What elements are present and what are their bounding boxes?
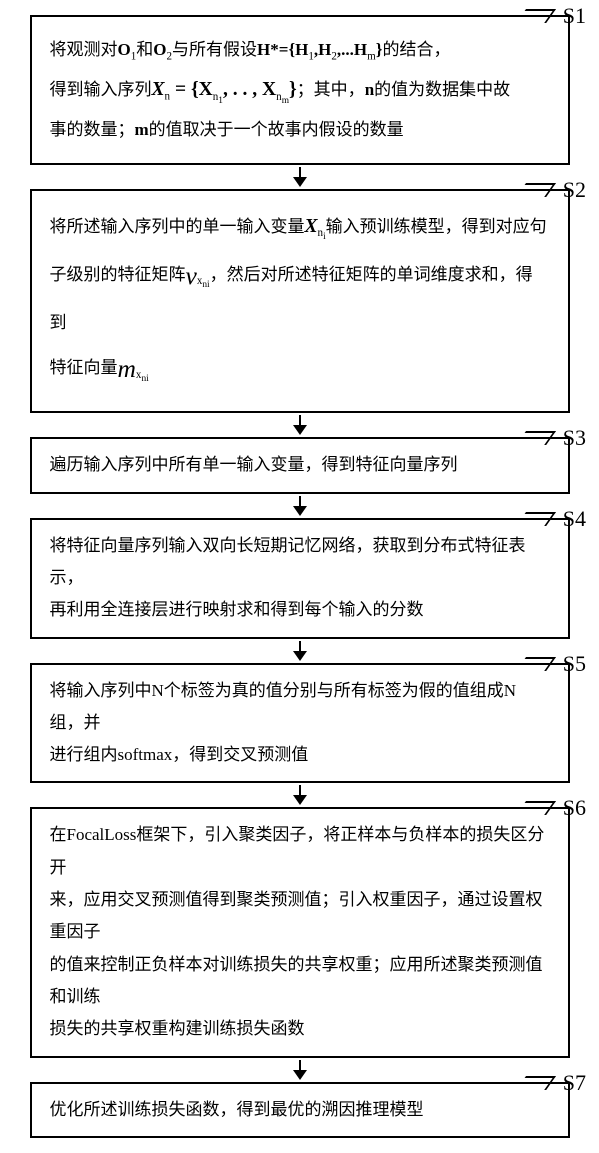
step-box: 将输入序列中N个标签为真的值分别与所有标签为假的值组成N组，并进行组内softm… [30, 663, 570, 784]
step-text-line: 的值来控制正负样本对训练损失的共享权重；应用所述聚类预测值和训练 [50, 949, 550, 1014]
step-text-line: 遍历输入序列中所有单一输入变量，得到特征向量序列 [50, 449, 550, 481]
step-box: 优化所述训练损失函数，得到最优的溯因推理模型 [30, 1082, 570, 1138]
step-s2: S2将所述输入序列中的单一输入变量Xni输入预训练模型，得到对应句子级别的特征矩… [15, 189, 584, 414]
step-text-line: 将所述输入序列中的单一输入变量Xni输入预训练模型，得到对应句 [50, 205, 550, 248]
step-label: S2 [563, 177, 586, 203]
flow-arrow [299, 641, 301, 659]
step-s6: S6在FocalLoss框架下，引入聚类因子，将正样本与负样本的损失区分开来，应… [15, 807, 584, 1057]
step-text-line: 再利用全连接层进行映射求和得到每个输入的分数 [50, 594, 550, 626]
step-text-line: 损失的共享权重构建训练损失函数 [50, 1013, 550, 1045]
step-box: 将特征向量序列输入双向长短期记忆网络，获取到分布式特征表示，再利用全连接层进行映… [30, 518, 570, 639]
step-text-line: 在FocalLoss框架下，引入聚类因子，将正样本与负样本的损失区分开 [50, 819, 550, 884]
flow-arrow [299, 785, 301, 803]
step-box: 将所述输入序列中的单一输入变量Xni输入预训练模型，得到对应句子级别的特征矩阵v… [30, 189, 570, 414]
step-label: S5 [563, 651, 586, 677]
step-text-line: 将特征向量序列输入双向长短期记忆网络，获取到分布式特征表示， [50, 530, 550, 595]
step-s7: S7优化所述训练损失函数，得到最优的溯因推理模型 [15, 1082, 584, 1138]
step-text-line: 优化所述训练损失函数，得到最优的溯因推理模型 [50, 1094, 550, 1126]
step-label: S3 [563, 425, 586, 451]
step-label: S4 [563, 506, 586, 532]
step-text-line: 将输入序列中N个标签为真的值分别与所有标签为假的值组成N组，并 [50, 675, 550, 740]
flowchart-container: S1将观测对O1和O2与所有假设H*={H1,H2,...Hm}的结合，得到输入… [15, 15, 584, 1138]
step-text-line: 进行组内softmax，得到交叉预测值 [50, 739, 550, 771]
step-s4: S4将特征向量序列输入双向长短期记忆网络，获取到分布式特征表示，再利用全连接层进… [15, 518, 584, 639]
step-text-line: 事的数量；m的值取决于一个故事内假设的数量 [50, 111, 550, 148]
step-label: S6 [563, 795, 586, 821]
step-s1: S1将观测对O1和O2与所有假设H*={H1,H2,...Hm}的结合，得到输入… [15, 15, 584, 165]
step-label: S1 [563, 3, 586, 29]
step-text-line: 子级别的特征矩阵vxni，然后对所述特征矩阵的单词维度求和，得到 [50, 248, 550, 341]
flow-arrow [299, 1060, 301, 1078]
flow-arrow [299, 167, 301, 185]
step-text-line: 将观测对O1和O2与所有假设H*={H1,H2,...Hm}的结合， [50, 31, 550, 68]
step-text-line: 来，应用交叉预测值得到聚类预测值；引入权重因子，通过设置权重因子 [50, 884, 550, 949]
step-box: 将观测对O1和O2与所有假设H*={H1,H2,...Hm}的结合，得到输入序列… [30, 15, 570, 165]
step-box: 遍历输入序列中所有单一输入变量，得到特征向量序列 [30, 437, 570, 493]
step-text-line: 得到输入序列Xn = {Xn1, . . , Xnm}；其中，n的值为数据集中故 [50, 68, 550, 111]
flow-arrow [299, 415, 301, 433]
step-box: 在FocalLoss框架下，引入聚类因子，将正样本与负样本的损失区分开来，应用交… [30, 807, 570, 1057]
step-s5: S5将输入序列中N个标签为真的值分别与所有标签为假的值组成N组，并进行组内sof… [15, 663, 584, 784]
step-s3: S3遍历输入序列中所有单一输入变量，得到特征向量序列 [15, 437, 584, 493]
step-label: S7 [563, 1070, 586, 1096]
step-text-line: 特征向量mxni [50, 341, 550, 397]
flow-arrow [299, 496, 301, 514]
